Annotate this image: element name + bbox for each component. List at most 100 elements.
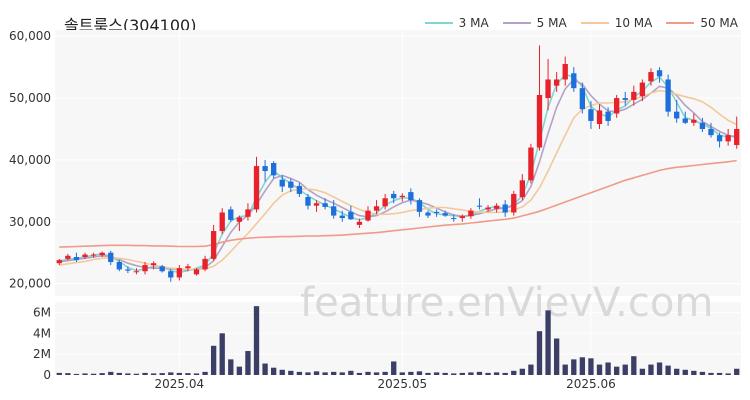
volume-y-tick-label: 2M (33, 347, 51, 361)
candle-body (596, 110, 603, 125)
ma-line (59, 159, 737, 248)
volume-bar (416, 371, 423, 375)
volume-bar (382, 371, 388, 375)
volume-panel (55, 302, 741, 375)
legend-item: 50 MA (666, 16, 738, 30)
volume-bar (682, 369, 688, 375)
candle-body (416, 200, 423, 212)
candle-body (631, 91, 637, 100)
volume-bar (279, 369, 285, 375)
candle-body (451, 218, 457, 220)
volume-bar (142, 372, 148, 375)
volume-bar (493, 372, 500, 375)
candle-body (288, 181, 294, 188)
volume-bar (356, 372, 363, 375)
candle-body (210, 231, 217, 259)
price-y-tick-label: 20,000 (9, 277, 51, 291)
volume-bar (399, 372, 405, 375)
candle-body (725, 135, 731, 142)
candle-body (125, 269, 131, 271)
volume-bar (133, 373, 140, 375)
volume-y-tick-label: 6M (33, 305, 51, 319)
volume-bar (442, 372, 448, 375)
volume-bar (408, 371, 414, 375)
candle-body (133, 271, 140, 273)
volume-bar (253, 306, 260, 375)
candle-body (734, 128, 740, 146)
volume-bar (202, 371, 208, 375)
volume-bar (502, 372, 508, 375)
volume-bar (65, 373, 71, 375)
legend-item: 3 MA (424, 16, 489, 30)
volume-bar (288, 370, 294, 375)
legend-item: 10 MA (580, 16, 652, 30)
candle-body (176, 268, 182, 278)
candle-body (271, 163, 277, 176)
volume-bar (125, 373, 131, 375)
candle-body (588, 109, 594, 121)
volume-bar (476, 371, 483, 375)
volume-bar (631, 356, 637, 375)
volume-bar (82, 373, 88, 375)
candle-body (262, 166, 268, 172)
candle-body (614, 98, 620, 114)
candle-body (399, 195, 405, 198)
volume-bar (716, 372, 723, 375)
legend-swatch (424, 22, 453, 24)
candle-body (571, 73, 577, 89)
volume-bar (536, 331, 543, 375)
volume-bar (596, 364, 603, 375)
legend-swatch (666, 22, 695, 24)
candle-body (699, 122, 706, 129)
volume-bar (579, 357, 586, 375)
volume-bar (451, 373, 457, 375)
x-tick-label: 2025.05 (377, 377, 427, 391)
volume-bar (185, 373, 191, 375)
volume-bar (674, 368, 680, 375)
ma-line (59, 89, 738, 271)
candle-body (459, 216, 465, 219)
legend-swatch (580, 22, 609, 24)
legend-label: 3 MA (458, 16, 489, 30)
candle-body (322, 203, 328, 207)
volume-bar (339, 372, 345, 375)
candle-body (356, 221, 363, 225)
candle-body (108, 252, 114, 262)
volume-bar (313, 371, 320, 375)
price-y-tick-label: 30,000 (9, 215, 51, 229)
legend-swatch (502, 22, 531, 24)
candle-body (691, 119, 697, 123)
volume-bar (459, 372, 465, 375)
candle-body (511, 193, 517, 213)
x-tick-label: 2025.06 (566, 377, 616, 391)
candle-body (468, 210, 474, 217)
candle-body (622, 98, 628, 100)
candle-body (253, 166, 260, 210)
volume-y-tick-label: 0 (43, 368, 51, 382)
volume-bar (348, 370, 354, 375)
volume-bar (305, 372, 311, 375)
volume-bar (262, 363, 268, 375)
candle-body (536, 94, 543, 148)
volume-bar (622, 364, 628, 375)
candle-body (193, 269, 200, 275)
candle-body (185, 266, 191, 269)
candle-body (142, 265, 148, 272)
candle-body (519, 180, 525, 198)
volume-bar (562, 364, 568, 375)
candle-body (656, 70, 663, 77)
volume-bar (588, 358, 594, 375)
price-panel (55, 30, 741, 296)
volume-bar (116, 372, 122, 375)
candle-body (279, 179, 285, 187)
candle-body (365, 210, 371, 221)
volume-bar (468, 372, 474, 375)
candle-body (90, 254, 97, 256)
candle-body (528, 147, 534, 181)
volume-bar (322, 372, 328, 375)
candle-body (116, 261, 122, 270)
legend-item: 5 MA (502, 16, 567, 30)
volume-bar (519, 368, 525, 375)
volume-bar (545, 310, 551, 375)
volume-bar (271, 367, 277, 375)
